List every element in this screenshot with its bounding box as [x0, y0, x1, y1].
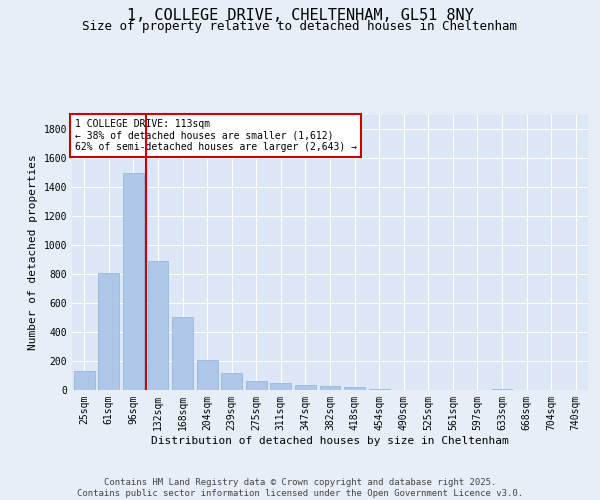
Bar [221, 374, 242, 390]
Bar [246, 380, 267, 390]
Bar [295, 385, 316, 390]
Bar [74, 371, 95, 390]
X-axis label: Distribution of detached houses by size in Cheltenham: Distribution of detached houses by size … [151, 436, 509, 446]
Y-axis label: Number of detached properties: Number of detached properties [28, 154, 38, 350]
Bar [98, 274, 119, 390]
Bar [344, 387, 365, 390]
Text: 1, COLLEGE DRIVE, CHELTENHAM, GL51 8NY: 1, COLLEGE DRIVE, CHELTENHAM, GL51 8NY [127, 8, 473, 22]
Text: Size of property relative to detached houses in Cheltenham: Size of property relative to detached ho… [83, 20, 517, 33]
Text: 1 COLLEGE DRIVE: 113sqm
← 38% of detached houses are smaller (1,612)
62% of semi: 1 COLLEGE DRIVE: 113sqm ← 38% of detache… [74, 119, 356, 152]
Bar [197, 360, 218, 390]
Text: Contains HM Land Registry data © Crown copyright and database right 2025.
Contai: Contains HM Land Registry data © Crown c… [77, 478, 523, 498]
Bar [320, 386, 340, 390]
Bar [148, 261, 169, 390]
Bar [271, 383, 292, 390]
Bar [123, 173, 144, 390]
Bar [491, 388, 512, 390]
Bar [172, 317, 193, 390]
